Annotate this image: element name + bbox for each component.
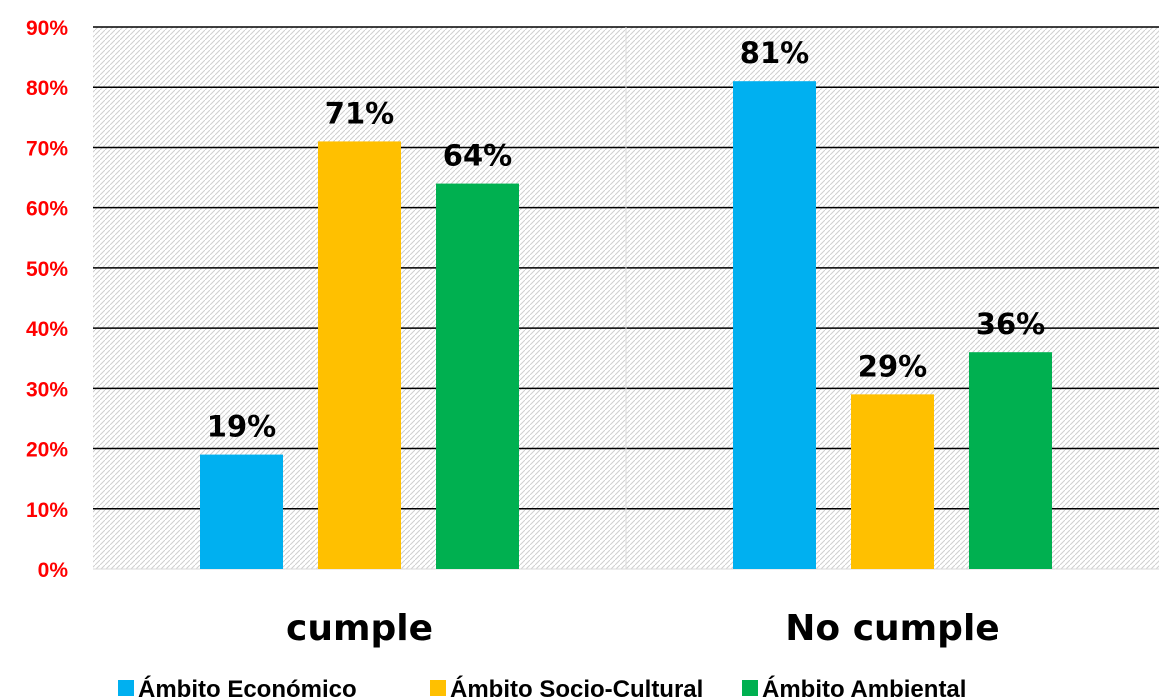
legend-swatch: [430, 680, 446, 696]
legend-label: Ámbito Ambiental: [762, 675, 966, 700]
legend-label: Ámbito Socio-Cultural: [450, 675, 703, 700]
y-tick-label: 50%: [26, 258, 68, 281]
data-label: 29%: [858, 349, 927, 383]
y-tick-label: 40%: [26, 318, 68, 341]
y-tick-label: 10%: [26, 499, 68, 522]
data-label: 71%: [325, 96, 394, 130]
bar: [200, 454, 283, 569]
y-tick-label: 80%: [26, 77, 68, 100]
y-tick-label: 90%: [26, 17, 68, 40]
data-label: 19%: [207, 410, 276, 444]
legend-swatch: [118, 680, 134, 696]
data-label: 64%: [443, 139, 512, 173]
bar: [318, 141, 401, 569]
y-tick-label: 30%: [26, 378, 68, 401]
bar: [733, 81, 816, 569]
data-labels: 19% 71% 64% 81% 29% 36%: [207, 36, 1045, 443]
legend-swatch: [742, 680, 758, 696]
data-label: 36%: [976, 307, 1045, 341]
y-tick-label: 60%: [26, 198, 68, 221]
bar: [851, 394, 934, 569]
y-tick-label: 0%: [38, 559, 69, 582]
bar: [436, 183, 519, 570]
y-tick-label: 70%: [26, 137, 68, 160]
category-label: No cumple: [785, 608, 999, 649]
x-axis: cumple No cumple: [286, 608, 1000, 649]
legend-label: Ámbito Económico: [138, 675, 357, 700]
bar: [969, 352, 1052, 569]
legend: Ámbito Económico Ámbito Socio-Cultural Ámb…: [118, 675, 966, 700]
y-tick-label: 20%: [26, 439, 68, 462]
y-axis: 0% 10% 20% 30% 40% 50% 60% 70% 80% 90%: [26, 17, 68, 582]
category-label: cumple: [286, 608, 433, 649]
data-label: 81%: [740, 36, 809, 70]
bars: [200, 81, 1052, 570]
